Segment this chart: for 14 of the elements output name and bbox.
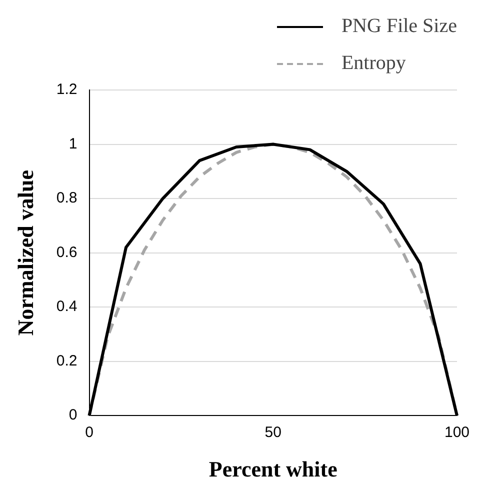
x-tick-label: 50: [264, 424, 282, 442]
y-axis-title: Normalized value: [12, 170, 38, 336]
x-axis-title: Percent white: [208, 456, 338, 482]
x-tick-label: 0: [85, 424, 94, 442]
x-tick-label: 100: [444, 424, 470, 442]
legend-label: Entropy: [341, 52, 406, 75]
y-tick-label: 0.4: [56, 298, 78, 316]
y-tick-label: 1: [68, 135, 78, 152]
y-tick-label: 0: [68, 406, 78, 424]
y-tick-label: 0.2: [56, 352, 78, 370]
y-tick-label: 0.6: [56, 244, 78, 261]
y-tick-label: 1.2: [56, 81, 78, 98]
legend-label: PNG File Size: [341, 15, 457, 38]
y-tick-label: 0.8: [56, 190, 78, 207]
